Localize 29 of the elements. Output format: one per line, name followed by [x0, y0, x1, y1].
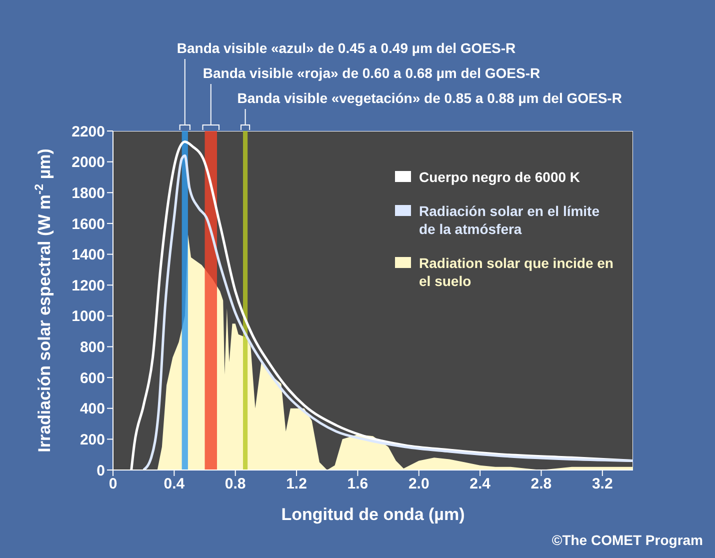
y-tick-label: 2000 — [72, 154, 105, 172]
legend-label: Cuerpo negro de 6000 K — [419, 168, 582, 186]
y-tick-label: 1400 — [72, 246, 105, 264]
text: ©The COMET Program — [552, 532, 703, 548]
x-tick-label: 1.6 — [347, 476, 368, 493]
legend-label: Radiation solar que incide en el suelo — [419, 254, 614, 290]
band-label: Banda visible «vegetación» de 0.85 a 0.88 µm del GOES-R — [237, 90, 622, 106]
x-tick-label: 1.2 — [286, 476, 307, 493]
y-tick-label: 1800 — [72, 184, 105, 202]
band-label: Banda visible «azul» de 0.45 a 0.49 µm del GOES-R — [176, 40, 516, 56]
x-tick-label: 2.8 — [530, 476, 552, 493]
y-tick-label: 800 — [80, 339, 105, 356]
y-tick-label: 1200 — [72, 277, 105, 294]
x-tick-label: 0 — [108, 476, 118, 493]
y-tick-label: 2200 — [72, 123, 105, 140]
band-label: Banda visible «roja» de 0.60 a 0.68 µm del GOES-R — [202, 65, 540, 81]
x-tick-label: 3.2 — [592, 476, 613, 493]
y-tick-label: 1600 — [72, 216, 105, 233]
y-tick-label: 200 — [80, 432, 105, 449]
x-tick-label: 0.4 — [164, 476, 186, 493]
x-tick-label: 0.8 — [224, 476, 246, 493]
y-tick-label: 1000 — [72, 308, 105, 326]
y-tick-label: 600 — [80, 370, 105, 387]
y-tick-label: 400 — [80, 400, 105, 418]
legend-label: Radiación solar en el límite de la atmósfera — [419, 202, 601, 238]
y-tick-label: 0 — [96, 462, 105, 480]
x-tick-label: 2.0 — [408, 476, 430, 493]
x-axis-title: Longitud de onda (µm) — [281, 505, 465, 524]
x-tick-label: 2.4 — [470, 476, 492, 493]
